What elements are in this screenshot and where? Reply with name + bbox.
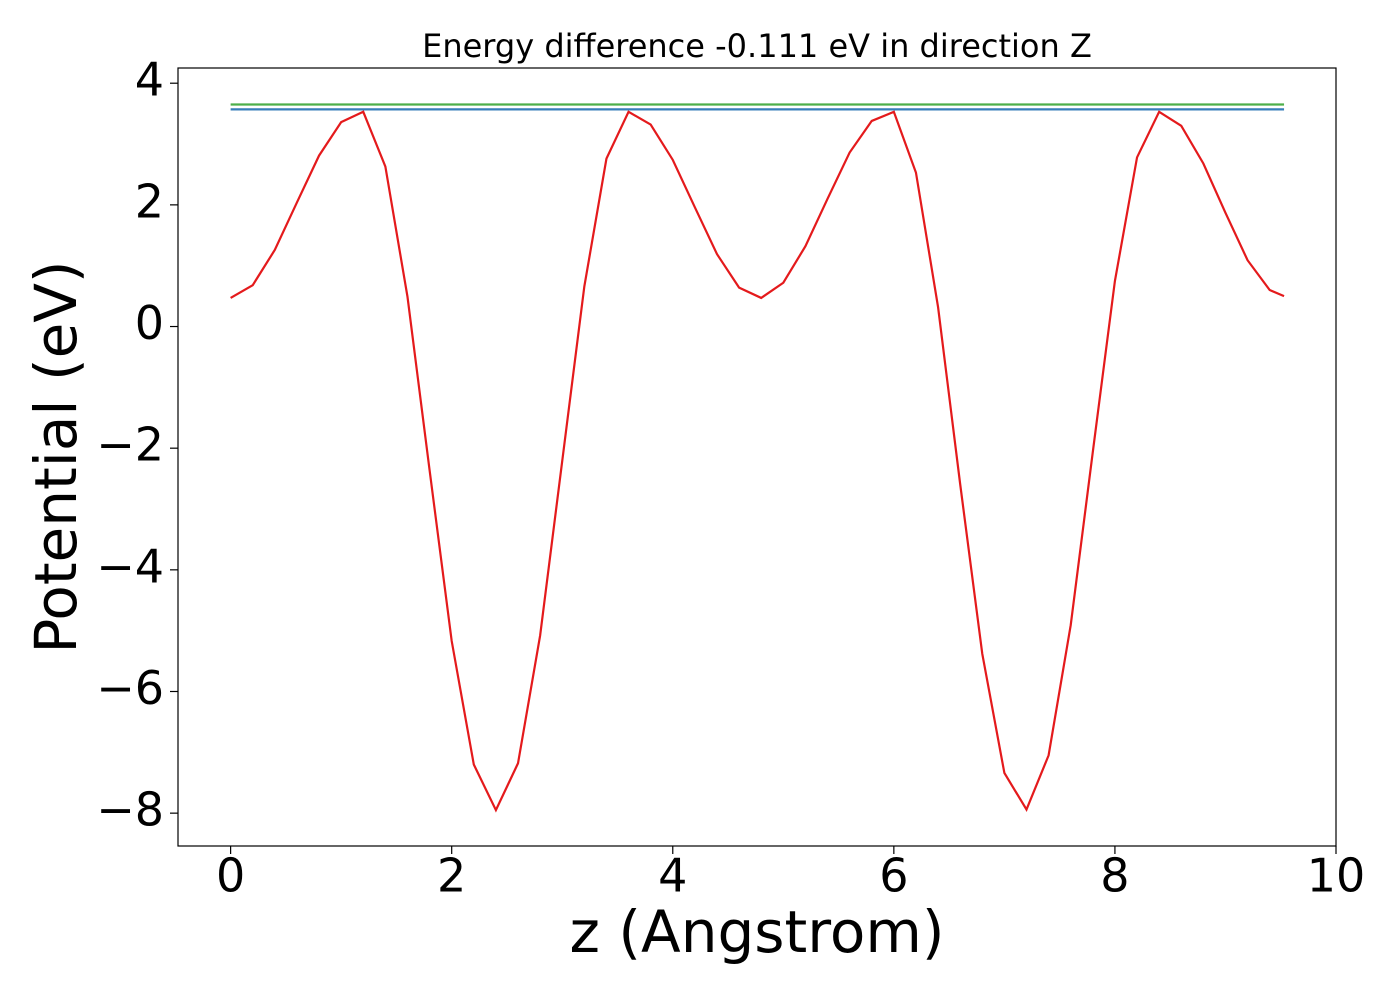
x-tick-label: 6 (879, 849, 908, 903)
y-tick-label: 4 (135, 53, 164, 107)
x-tick-label: 4 (658, 849, 687, 903)
y-tick-label: 0 (135, 296, 164, 350)
y-tick-label: −8 (96, 783, 164, 837)
x-tick-label: 10 (1307, 849, 1366, 903)
x-axis-label: z (Angstrom) (570, 898, 945, 966)
chart-title: Energy difference -0.111 eV in direction… (422, 27, 1092, 65)
x-tick-label: 0 (216, 849, 245, 903)
line-series (230, 110, 1285, 813)
x-tick-label: 8 (1100, 849, 1129, 903)
plot-frame (177, 67, 1337, 847)
y-tick-label: 2 (135, 174, 164, 228)
y-axis-label: Potential (eV) (22, 260, 90, 653)
y-tick-label: −6 (96, 661, 164, 715)
y-tick-label: −2 (96, 418, 164, 472)
y-tick-label: −4 (96, 539, 164, 593)
x-tick-label: 2 (437, 849, 466, 903)
